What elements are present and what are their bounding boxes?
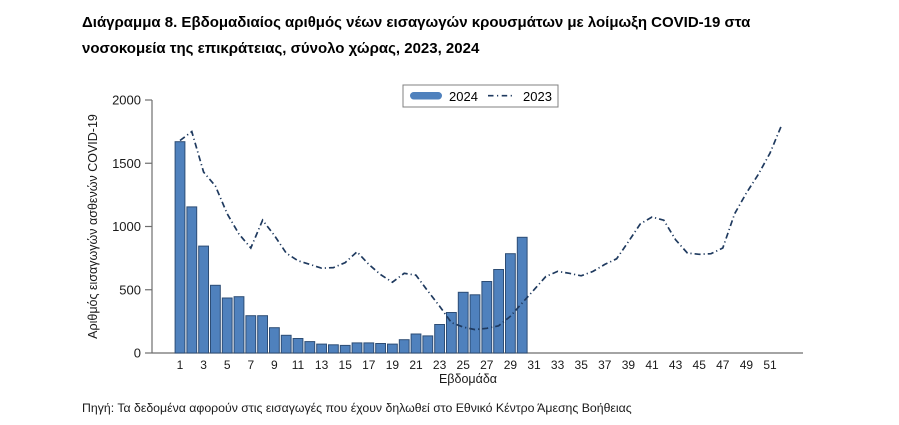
x-tick-label-5: 5 [224,358,231,372]
x-tick-label-35: 35 [575,358,589,372]
bar-2024-week-23 [434,324,446,354]
x-tick-label-13: 13 [315,358,329,372]
bar-2024-week-7 [245,315,257,354]
x-tick-label-9: 9 [271,358,278,372]
chart-title-line1: Διάγραμμα 8. Εβδομαδιαίος αριθμός νέων ε… [82,14,751,31]
bar-2024-week-25 [457,291,469,354]
x-tick-label-49: 49 [740,358,754,372]
y-tick-label-1500: 1500 [112,156,141,171]
x-tick-label-45: 45 [693,358,707,372]
x-tick-label-41: 41 [645,358,659,372]
bar-2024-week-6 [233,296,245,354]
chart-title-line2: νοσοκομεία της επικράτειας, σύνολο χώρας… [82,40,480,57]
bar-2024-week-4 [210,284,221,354]
y-tick-label-1000: 1000 [112,219,141,234]
bar-2024-week-14 [328,344,339,354]
x-tick-label-47: 47 [716,358,730,372]
bar-2024-week-24 [446,312,457,354]
x-tick-label-23: 23 [433,358,447,372]
x-tick-label-15: 15 [339,358,353,372]
bar-2024-week-28 [493,269,505,354]
bar-2024-week-21 [410,333,422,354]
x-tick-label-39: 39 [622,358,636,372]
y-tick-label-500: 500 [119,282,141,297]
bar-2024-week-20 [398,339,410,354]
bar-2024-week-16 [351,342,363,354]
x-tick-label-51: 51 [763,358,777,372]
y-tick-label-0: 0 [134,346,141,361]
line-2023 [179,124,783,331]
x-tick-label-17: 17 [362,358,376,372]
bar-2024-week-19 [387,343,398,354]
bar-2024-week-2 [186,206,198,354]
bar-2024-week-1 [174,141,186,354]
chart-title: Διάγραμμα 8. Εβδομαδιαίος αριθμός νέων ε… [82,10,842,62]
legend-bar-swatch [410,92,442,100]
legend-box [402,84,559,108]
x-tick-label-37: 37 [598,358,612,372]
x-tick-label-7: 7 [247,358,254,372]
bar-2024-week-17 [363,342,375,354]
bar-2024-week-30 [516,236,528,354]
bar-2024-week-22 [422,335,434,354]
x-tick-label-11: 11 [292,358,305,372]
bar-2024-week-5 [221,297,233,354]
legend-label-2023: 2023 [523,89,552,104]
x-tick-label-3: 3 [200,358,207,372]
bar-2024-week-15 [339,344,351,354]
x-tick-label-19: 19 [386,358,400,372]
x-tick-label-27: 27 [480,358,494,372]
bar-2024-week-11 [292,338,304,354]
bar-2024-week-3 [198,245,209,354]
source-note: Πηγή: Τα δεδομένα αφορούν στις εισαγωγές… [82,401,632,415]
bar-2024-week-12 [304,341,316,354]
bar-2024-week-18 [375,343,387,354]
legend-label-2024: 2024 [449,89,478,104]
x-tick-label-31: 31 [527,358,541,372]
bar-2024-week-27 [481,281,493,354]
bar-2024-week-26 [469,294,481,354]
bar-2024-week-8 [257,315,268,354]
x-tick-label-21: 21 [409,358,423,372]
x-axis-label: Εβδομάδα [439,372,497,386]
x-tick-label-1: 1 [177,358,184,372]
x-tick-label-29: 29 [504,358,518,372]
bar-2024-week-10 [280,334,292,354]
y-tick-label-2000: 2000 [112,93,141,108]
bar-2024-week-13 [316,343,327,354]
x-tick-label-25: 25 [457,358,471,372]
y-axis-label: Αριθμός εισαγωγών ασθενών COVID-19 [86,114,100,339]
x-tick-label-33: 33 [551,358,565,372]
bar-2024-week-9 [269,327,280,354]
bar-2024-week-29 [505,253,516,354]
x-tick-label-43: 43 [669,358,683,372]
